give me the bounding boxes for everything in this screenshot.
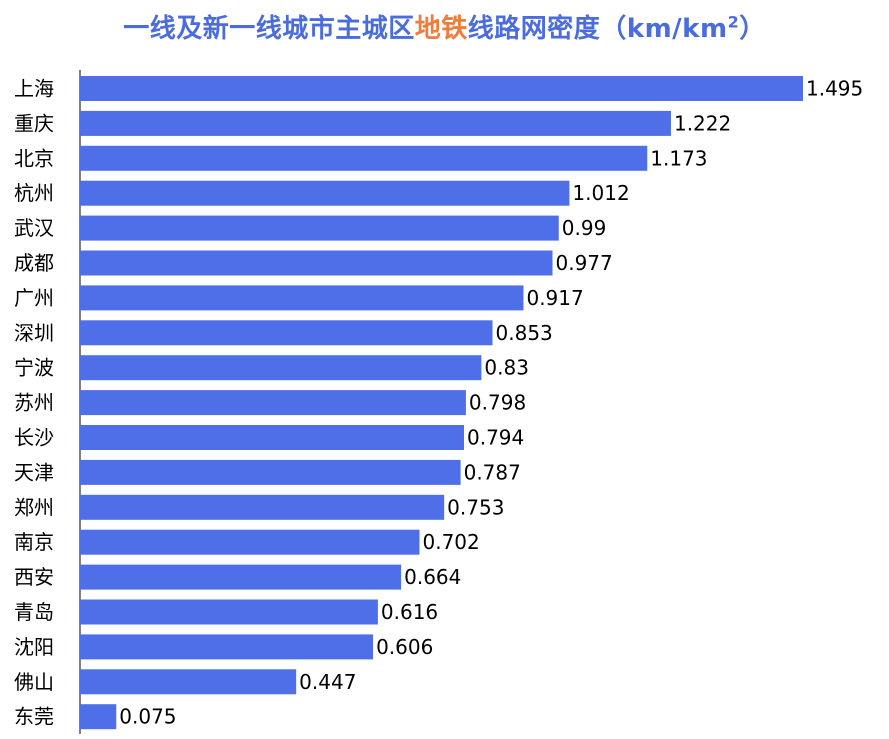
bar-17 xyxy=(80,669,297,695)
category-label-3: 杭州 xyxy=(14,181,54,205)
title-highlight: 地铁 xyxy=(414,14,468,44)
bar-6 xyxy=(80,285,524,311)
title-superscript: 2 xyxy=(727,12,740,32)
bar-2 xyxy=(80,145,648,171)
value-label-1: 1.222 xyxy=(674,111,731,135)
value-labels-group: 1.495 1.222 1.173 1.012 0.99 0.977 0.917 0.853 0… xyxy=(119,77,863,729)
bar-0 xyxy=(80,76,803,101)
value-label-6: 0.917 xyxy=(526,286,583,310)
bar-4 xyxy=(80,215,559,241)
title-part3: ） xyxy=(739,14,766,44)
value-label-8: 0.83 xyxy=(484,356,529,380)
bar-15 xyxy=(80,599,378,625)
category-label-15: 青岛 xyxy=(14,600,54,624)
category-label-12: 郑州 xyxy=(14,495,54,519)
bar-10 xyxy=(80,425,464,450)
value-label-12: 0.753 xyxy=(447,495,504,519)
bar-5 xyxy=(80,250,553,276)
category-label-5: 成都 xyxy=(14,251,54,275)
category-label-8: 宁波 xyxy=(14,356,54,380)
category-label-13: 南京 xyxy=(14,530,54,554)
category-label-17: 佛山 xyxy=(14,670,54,694)
bar-9 xyxy=(80,390,466,416)
category-label-9: 苏州 xyxy=(14,391,54,415)
value-label-4: 0.99 xyxy=(562,216,607,240)
value-label-5: 0.977 xyxy=(555,251,612,275)
value-label-2: 1.173 xyxy=(650,146,707,170)
category-label-1: 重庆 xyxy=(14,111,54,135)
category-label-14: 西安 xyxy=(14,565,54,589)
bar-1 xyxy=(80,110,671,136)
value-label-3: 1.012 xyxy=(572,181,629,205)
bar-11 xyxy=(80,459,461,485)
bar-7 xyxy=(80,320,493,346)
bar-16 xyxy=(80,634,374,660)
category-label-11: 天津 xyxy=(14,460,54,484)
bars-group xyxy=(80,76,803,730)
bar-14 xyxy=(80,564,402,590)
category-label-16: 沈阳 xyxy=(14,635,54,659)
value-label-14: 0.664 xyxy=(404,565,461,589)
value-label-0: 1.495 xyxy=(806,77,863,101)
chart-title: 一线及新一线城市主城区地铁线路网密度（km/km2） xyxy=(0,8,889,45)
bar-13 xyxy=(80,529,420,555)
value-label-7: 0.853 xyxy=(496,321,553,345)
value-label-9: 0.798 xyxy=(469,391,526,415)
category-label-2: 北京 xyxy=(14,146,54,170)
value-label-13: 0.702 xyxy=(422,530,479,554)
bar-8 xyxy=(80,355,482,381)
title-part1: 一线及新一线城市主城区 xyxy=(123,14,415,44)
bar-18 xyxy=(80,704,117,730)
value-label-17: 0.447 xyxy=(299,670,356,694)
title-part2: 线路网密度（km/km xyxy=(467,14,728,44)
value-label-15: 0.616 xyxy=(381,600,438,624)
category-label-18: 东莞 xyxy=(14,705,54,729)
category-label-7: 深圳 xyxy=(14,321,54,345)
value-label-11: 0.787 xyxy=(464,460,521,484)
category-label-10: 长沙 xyxy=(14,426,54,450)
category-label-6: 广州 xyxy=(14,286,54,310)
bar-12 xyxy=(80,494,445,520)
category-label-4: 武汉 xyxy=(14,216,54,240)
value-label-16: 0.606 xyxy=(376,635,433,659)
value-label-18: 0.075 xyxy=(119,705,176,729)
bar-3 xyxy=(80,180,570,206)
value-label-10: 0.794 xyxy=(467,426,524,450)
category-label-0: 上海 xyxy=(14,77,54,101)
